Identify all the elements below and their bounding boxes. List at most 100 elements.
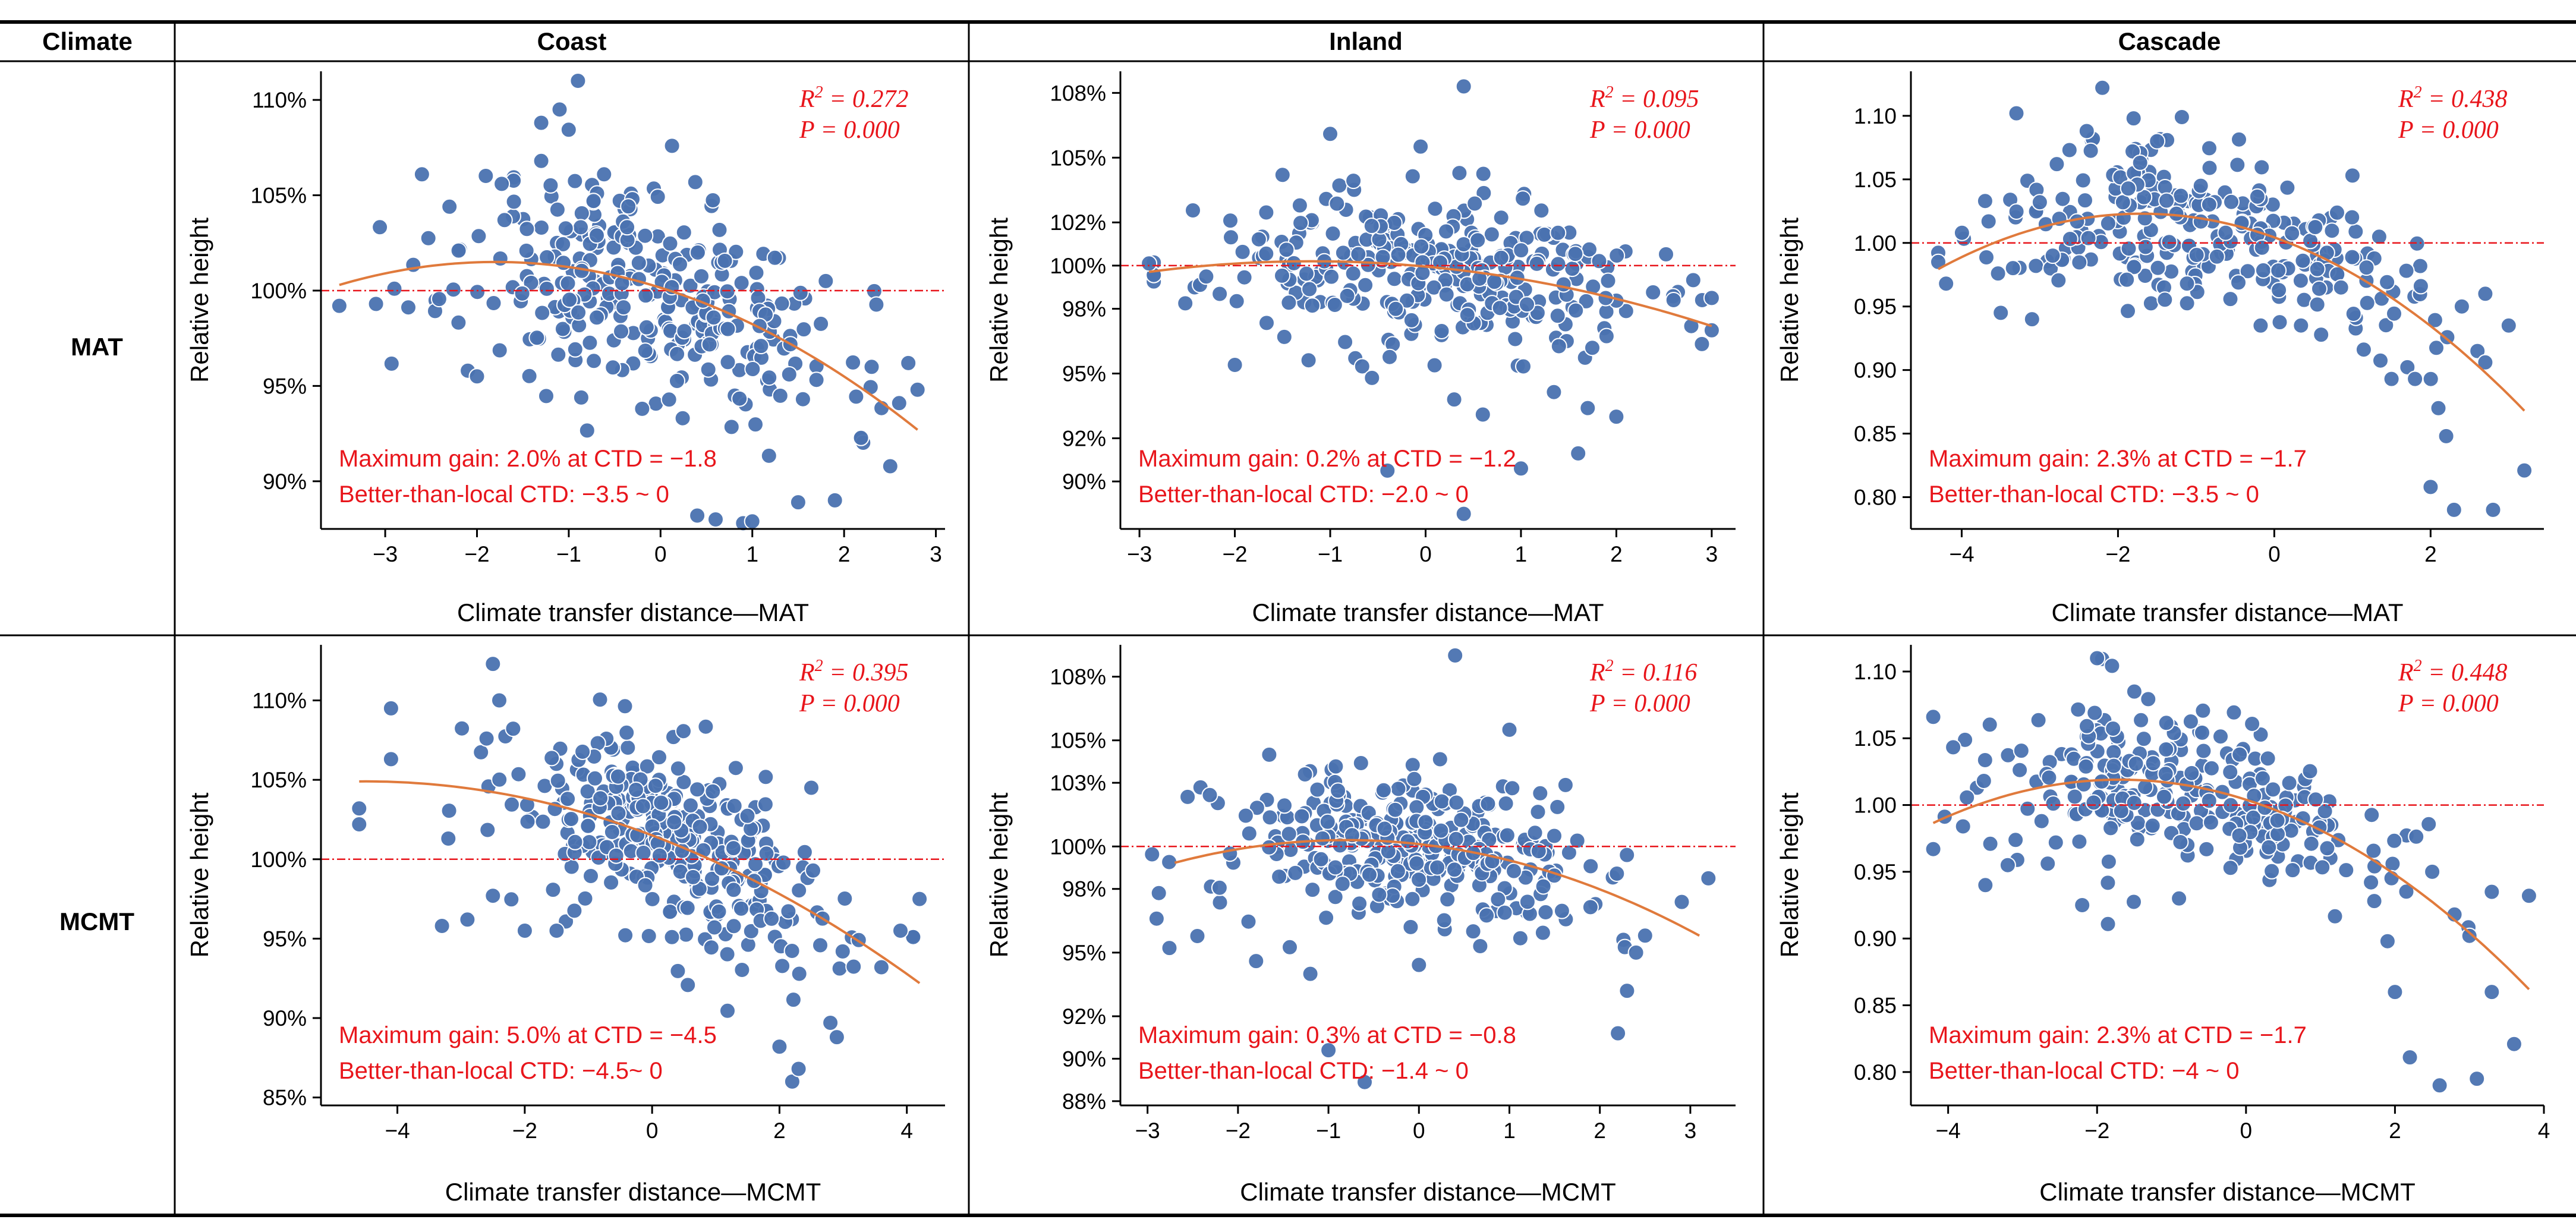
scatter-point [1598, 327, 1615, 345]
scatter-point [2430, 399, 2447, 417]
scatter-point [2103, 657, 2121, 675]
scatter-point [1226, 357, 1243, 373]
x-tick-label: 3 [930, 542, 942, 566]
scatter-point [647, 777, 664, 795]
x-axis-label: Climate transfer distance—MCMT [1240, 1178, 1615, 1206]
scatter-point [808, 371, 825, 389]
scatter-point [2050, 272, 2067, 289]
scatter-point [2158, 714, 2175, 732]
y-tick-label: 90% [263, 1006, 307, 1031]
scatter-point [588, 309, 605, 326]
y-tick-label: 95% [1062, 361, 1106, 386]
scatter-point [789, 494, 807, 511]
scatter-point [588, 227, 605, 244]
scatter-point [1324, 225, 1341, 242]
x-axis-label: Climate transfer distance—MAT [2051, 598, 2403, 626]
scatter-point [1261, 746, 1278, 763]
scatter-point [1553, 902, 1570, 919]
y-tick-label: 98% [1062, 297, 1106, 322]
scatter-point [1703, 289, 1720, 307]
r-squared-label: R2 = 0.095 [1589, 83, 1699, 113]
scatter-point [2144, 817, 2161, 834]
scatter-point [2399, 358, 2416, 376]
scatter-point [1379, 462, 1396, 479]
scatter-point [1426, 200, 1444, 218]
scatter-point [2483, 984, 2501, 1001]
scatter-point [1455, 78, 1472, 95]
scatter-point [703, 939, 720, 956]
x-tick-label: 2 [773, 1118, 786, 1143]
x-tick-label: 1 [1515, 542, 1528, 566]
fit-curve [339, 260, 918, 431]
scatter-point [1455, 505, 1472, 522]
scatter-point [1479, 795, 1497, 812]
scatter-point [2370, 228, 2388, 245]
scatter-point [2183, 764, 2200, 782]
scatter-point [1478, 907, 1495, 924]
scatter-point [748, 264, 765, 281]
scatter-point [700, 361, 717, 378]
scatter-point [1201, 786, 1218, 804]
scatter-point [1331, 177, 1348, 194]
scatter-point [533, 152, 550, 169]
scatter-point [651, 749, 667, 766]
scatter-point [351, 816, 368, 833]
y-tick-label: 1.05 [1854, 168, 1897, 192]
scatter-point [1303, 297, 1321, 314]
scatter-point [766, 249, 783, 266]
scatter-point [1361, 866, 1378, 883]
scatter-point [2039, 855, 2057, 872]
x-tick-label: 4 [900, 1118, 913, 1143]
scatter-point [2044, 247, 2061, 264]
scatter-point [791, 882, 808, 899]
scatter-point [2386, 984, 2404, 1001]
scatter-point [1455, 236, 1472, 253]
scatter-point [493, 175, 511, 193]
scatter-point [2188, 815, 2205, 832]
scatter-point [570, 304, 587, 321]
scatter-point [2253, 159, 2270, 176]
row-label-mcmt: MCMT [59, 908, 134, 935]
scatter-point [1352, 755, 1369, 771]
scatter-point [2171, 890, 2188, 907]
scatter-point [1429, 859, 1446, 876]
scatter-point [2225, 704, 2243, 721]
scatter-point [2468, 1070, 2486, 1088]
scatter-point [1339, 287, 1356, 304]
scatter-point [780, 903, 797, 920]
scatter-point [1981, 716, 1998, 733]
scatter-point [773, 295, 791, 312]
scatter-point [572, 219, 589, 236]
scatter-point [1258, 245, 1275, 262]
scatter-point [2292, 317, 2310, 334]
scatter-point [733, 275, 750, 292]
scatter-point [2099, 915, 2117, 932]
scatter-point [2438, 427, 2455, 445]
scatter-point [2230, 274, 2247, 291]
scatter-point [1550, 256, 1567, 273]
scatter-point [727, 760, 744, 777]
scatter-point [707, 511, 724, 528]
scatter-point [1161, 940, 1178, 957]
scatter-point [566, 172, 584, 190]
p-value-label: P = 0.000 [1589, 116, 1690, 144]
scatter-point [2077, 192, 2093, 209]
scatter-point [2292, 272, 2309, 289]
scatter-point [619, 219, 636, 236]
scatter-point [2505, 1035, 2523, 1053]
scatter-point [1569, 832, 1586, 849]
scatter-point [1925, 708, 1942, 726]
scatter-point [1223, 229, 1239, 246]
scatter-point [2281, 774, 2298, 792]
scatter-point [1555, 276, 1572, 293]
scatter-point [2428, 339, 2445, 357]
scatter-point [774, 957, 791, 975]
scatter-point [2398, 262, 2415, 279]
x-tick-label: 2 [2424, 542, 2437, 566]
scatter-point [2133, 711, 2150, 729]
scatter-point [2140, 691, 2157, 708]
scatter-point [2071, 254, 2088, 271]
scatter-point [441, 198, 458, 215]
chart-panel-mat-inland: −3 −2 −1 0 1 2 3 90% 92% 95% 98% 100% 102% 105% 108% Cl… [985, 71, 1736, 626]
scatter-point [900, 354, 917, 371]
